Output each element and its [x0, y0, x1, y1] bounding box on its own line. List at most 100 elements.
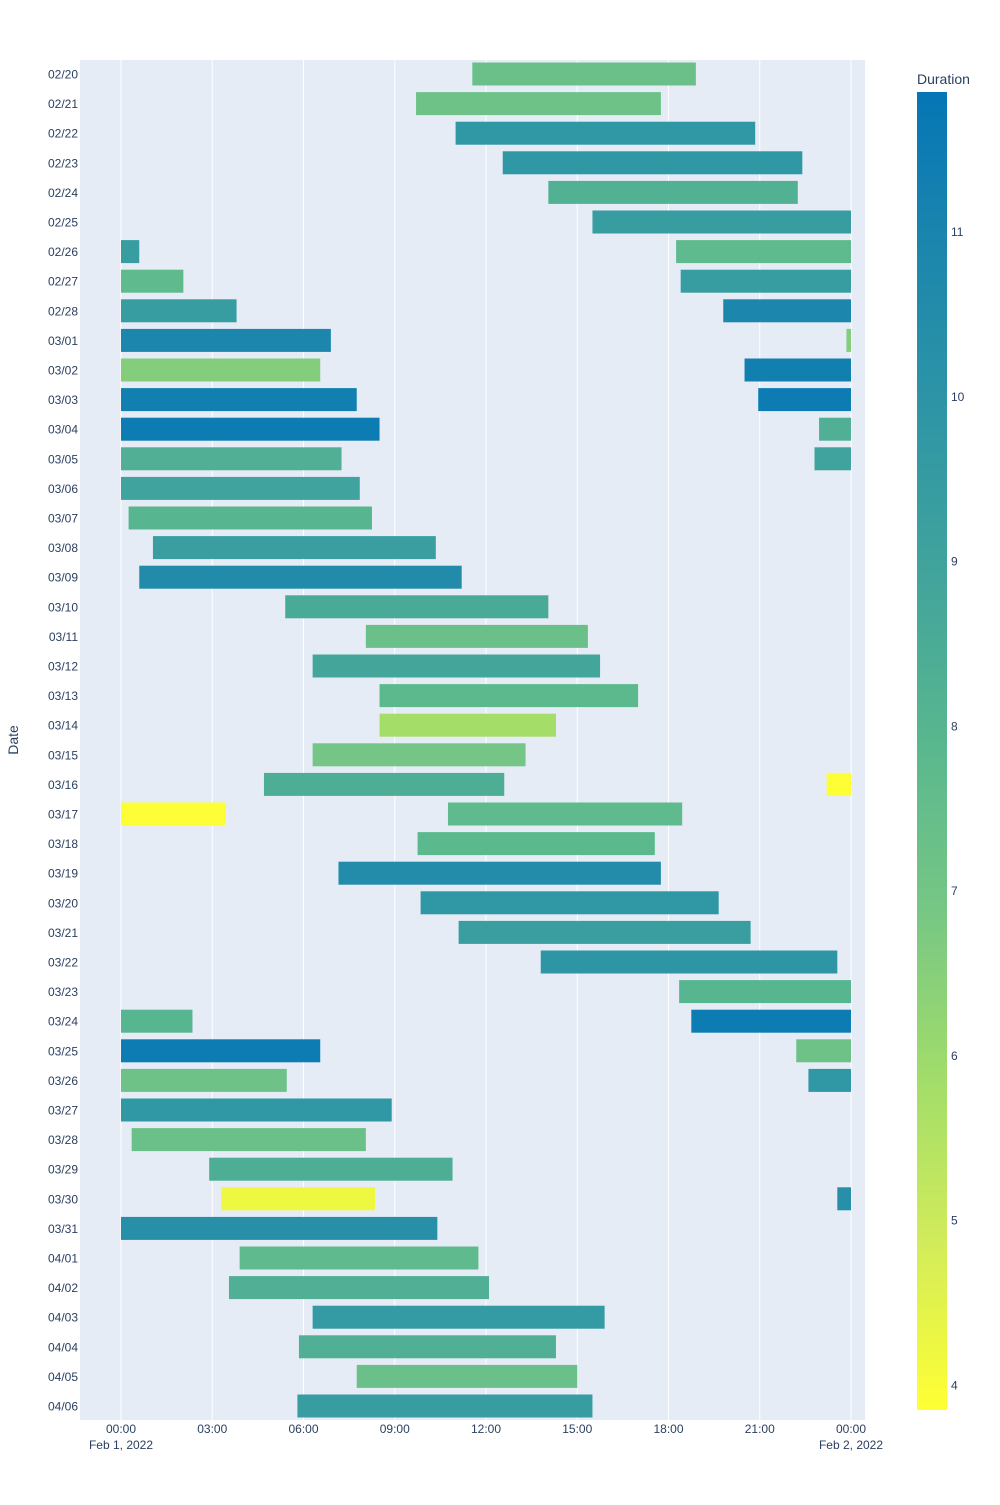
- bar[interactable]: [121, 299, 237, 323]
- bar[interactable]: [458, 920, 751, 944]
- bar[interactable]: [814, 447, 852, 471]
- x-tick-label: 12:00: [471, 1422, 501, 1436]
- bar[interactable]: [417, 832, 655, 856]
- y-tick-label: 02/25: [48, 216, 78, 230]
- bar[interactable]: [121, 388, 357, 412]
- x-tick-label: 00:00: [106, 1422, 136, 1436]
- bar[interactable]: [680, 269, 851, 293]
- x-tick-labels: 00:00 Feb 1, 2022 03:00 06:00 09:00 12:00 15:0…: [89, 1422, 883, 1452]
- bar[interactable]: [298, 1335, 556, 1359]
- y-tick-label: 04/05: [48, 1370, 78, 1384]
- colorbar-tick-label: 6: [951, 1049, 958, 1063]
- y-tick-label: 03/26: [48, 1074, 78, 1088]
- bar[interactable]: [121, 1216, 438, 1240]
- bar[interactable]: [121, 358, 321, 382]
- y-tick-label: 03/28: [48, 1133, 78, 1147]
- y-tick-label: 03/21: [48, 926, 78, 940]
- x-tick-label: 03:00: [197, 1422, 227, 1436]
- bar[interactable]: [263, 772, 505, 796]
- y-tick-label: 03/23: [48, 985, 78, 999]
- bar[interactable]: [379, 713, 556, 737]
- bar[interactable]: [808, 1068, 851, 1092]
- y-tick-label: 03/20: [48, 896, 78, 910]
- bar[interactable]: [826, 772, 851, 796]
- bar[interactable]: [121, 1098, 392, 1122]
- bar[interactable]: [447, 802, 683, 826]
- bar[interactable]: [121, 417, 380, 441]
- bar[interactable]: [209, 1157, 453, 1181]
- y-tick-label: 03/17: [48, 808, 78, 822]
- bar[interactable]: [356, 1364, 578, 1388]
- y-axis-title: Date: [5, 725, 21, 755]
- y-tick-label: 02/28: [48, 304, 78, 318]
- bar[interactable]: [285, 595, 549, 619]
- bar[interactable]: [758, 388, 851, 412]
- bar[interactable]: [239, 1246, 479, 1270]
- bar[interactable]: [121, 1039, 321, 1063]
- y-tick-label: 02/21: [48, 97, 78, 111]
- y-tick-label: 03/27: [48, 1104, 78, 1118]
- bar[interactable]: [502, 151, 803, 175]
- bar[interactable]: [691, 1009, 851, 1033]
- bar[interactable]: [221, 1187, 375, 1211]
- y-tick-label: 04/02: [48, 1281, 78, 1295]
- bar[interactable]: [676, 240, 851, 264]
- y-tick-label: 02/26: [48, 245, 78, 259]
- bar[interactable]: [379, 684, 639, 708]
- y-tick-label: 03/25: [48, 1044, 78, 1058]
- y-tick-label: 03/30: [48, 1192, 78, 1206]
- y-tick-label: 03/01: [48, 334, 78, 348]
- bar[interactable]: [121, 1068, 287, 1092]
- x-tick-label: 00:00: [836, 1422, 866, 1436]
- colorbar: Duration 4 5 6 7 8 9 10 11: [917, 71, 970, 1410]
- bar[interactable]: [837, 1187, 851, 1211]
- bar[interactable]: [121, 269, 184, 293]
- bar[interactable]: [846, 328, 851, 352]
- colorbar-tick-label: 5: [951, 1214, 958, 1228]
- bar[interactable]: [416, 92, 661, 116]
- y-tick-label: 03/16: [48, 778, 78, 792]
- y-tick-label: 03/14: [48, 719, 78, 733]
- bar[interactable]: [131, 1128, 366, 1152]
- bar[interactable]: [121, 328, 331, 352]
- bar[interactable]: [121, 802, 226, 826]
- bar[interactable]: [472, 62, 696, 86]
- bar[interactable]: [128, 506, 372, 530]
- x-tick-sublabel: Feb 2, 2022: [819, 1438, 883, 1452]
- bar[interactable]: [312, 1305, 605, 1329]
- bar[interactable]: [679, 980, 851, 1004]
- bar[interactable]: [139, 565, 462, 589]
- bar[interactable]: [796, 1039, 851, 1063]
- bar[interactable]: [152, 536, 436, 560]
- y-tick-label: 03/03: [48, 393, 78, 407]
- bar[interactable]: [420, 891, 719, 915]
- colorbar-tick-label: 9: [951, 555, 958, 569]
- bar[interactable]: [455, 121, 756, 145]
- y-tick-label: 04/04: [48, 1340, 78, 1354]
- bar[interactable]: [312, 743, 526, 767]
- bar[interactable]: [548, 180, 798, 204]
- colorbar-title: Duration: [917, 71, 970, 87]
- bar[interactable]: [338, 861, 661, 885]
- y-tick-label: 03/18: [48, 837, 78, 851]
- bar[interactable]: [312, 654, 601, 678]
- y-tick-label: 02/23: [48, 156, 78, 170]
- bar[interactable]: [121, 1009, 193, 1033]
- bar[interactable]: [744, 358, 851, 382]
- bar[interactable]: [228, 1276, 490, 1300]
- bar[interactable]: [723, 299, 851, 323]
- bar[interactable]: [121, 447, 342, 471]
- colorbar-tick-label: 11: [951, 225, 964, 239]
- y-tick-label: 03/08: [48, 541, 78, 555]
- bar[interactable]: [592, 210, 851, 234]
- bar[interactable]: [121, 240, 140, 264]
- bar[interactable]: [540, 950, 838, 974]
- y-tick-label: 03/24: [48, 1015, 78, 1029]
- y-tick-labels: 02/20 02/21 02/22 02/23 02/24 02/25 02/26 02/27…: [48, 68, 78, 1414]
- bar[interactable]: [819, 417, 851, 441]
- bar[interactable]: [297, 1394, 593, 1418]
- x-tick-sublabel: Feb 1, 2022: [89, 1438, 153, 1452]
- colorbar-ticks: 4 5 6 7 8 9 10 11: [951, 225, 965, 1392]
- bar[interactable]: [121, 476, 360, 500]
- bar[interactable]: [365, 624, 588, 648]
